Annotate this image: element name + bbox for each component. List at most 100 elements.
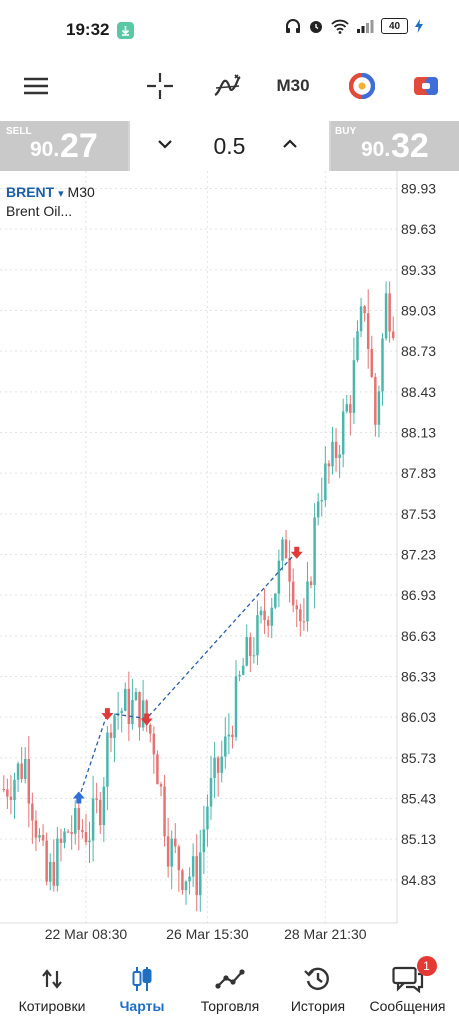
- sell-deal-arrow[interactable]: [290, 546, 303, 559]
- candle-body: [252, 655, 256, 657]
- candle-body: [170, 838, 173, 867]
- candle-body: [73, 808, 77, 834]
- candle-body: [38, 835, 41, 838]
- price-tick-label: 88.73: [401, 343, 436, 359]
- price-tick-label: 86.63: [401, 628, 436, 644]
- nav-history-label: История: [290, 998, 346, 1014]
- crosshair-button[interactable]: [138, 62, 182, 110]
- price-tick-label: 87.23: [401, 546, 436, 562]
- status-icons: 40: [285, 18, 423, 34]
- candle-body: [63, 831, 66, 843]
- candle-body: [306, 581, 309, 622]
- lot-increase-button[interactable]: [282, 137, 298, 155]
- candle-body: [41, 835, 45, 841]
- trade-panel-button[interactable]: [404, 62, 448, 110]
- candle-body: [77, 808, 81, 830]
- indicators-icon: [214, 74, 241, 97]
- candle-body: [256, 615, 259, 656]
- candle-body: [381, 338, 384, 392]
- candle-body: [59, 838, 63, 843]
- candle-body: [27, 759, 31, 804]
- candle-body: [313, 517, 316, 585]
- candle-body: [145, 700, 148, 725]
- candle-body: [98, 799, 102, 826]
- candle-body: [349, 404, 352, 413]
- sell-price-small: 90.: [30, 138, 60, 161]
- status-bar: 19:32 40: [0, 0, 459, 62]
- lot-decrease-button[interactable]: [157, 137, 173, 155]
- candle-body: [81, 829, 84, 833]
- price-tick-label: 85.13: [401, 831, 436, 847]
- menu-button[interactable]: [14, 62, 58, 110]
- chart-symbol-line[interactable]: BRENT ▾ M30: [6, 184, 95, 200]
- buy-price-big: 32: [391, 127, 429, 165]
- one-click-trading-icon: [349, 73, 375, 99]
- candle-body: [113, 715, 116, 738]
- nav-trade[interactable]: Торговля: [180, 949, 280, 1024]
- sell-deal-arrow[interactable]: [140, 713, 153, 726]
- candle-body: [127, 688, 131, 725]
- candle-body: [152, 733, 156, 755]
- sell-button[interactable]: SELL 90. 27: [0, 121, 128, 171]
- candle-body: [91, 798, 95, 841]
- lot-stepper: 0.5: [130, 121, 329, 171]
- crosshair-icon: [147, 73, 173, 99]
- nav-charts-label: Чарты: [119, 998, 165, 1014]
- indicators-button[interactable]: [205, 62, 249, 110]
- price-tick-label: 86.03: [401, 709, 436, 725]
- nav-charts[interactable]: Чарты: [104, 949, 180, 1024]
- chart-symbol[interactable]: BRENT: [6, 184, 55, 200]
- sell-deal-arrow[interactable]: [101, 708, 114, 721]
- buy-deal-arrow[interactable]: [72, 791, 85, 804]
- price-tick-label: 84.83: [401, 872, 436, 888]
- charging-icon: [415, 19, 423, 33]
- candle-body: [23, 759, 27, 779]
- price-axis: 89.93 89.63 89.33 89.03 88.73 88.43 88.13 87.83…: [401, 180, 436, 887]
- candle-body: [48, 861, 52, 882]
- candle-body: [277, 560, 281, 594]
- candles: [2, 281, 395, 912]
- candle-body: [88, 840, 91, 843]
- messages-badge: 1: [416, 956, 437, 976]
- timeframe-button[interactable]: M30: [268, 62, 318, 110]
- chart-toolbar: M30: [0, 62, 459, 120]
- buy-price-small: 90.: [361, 138, 391, 161]
- chart-timeframe: M30: [67, 184, 95, 200]
- arrows-updown-icon: [42, 969, 62, 989]
- nav-history[interactable]: История: [280, 949, 356, 1024]
- time-tick-label: 26 Mar 15:30: [166, 926, 249, 942]
- candle-body: [270, 607, 273, 626]
- buy-button[interactable]: BUY 90. 32: [331, 121, 459, 171]
- history-icon: [304, 967, 329, 990]
- chart-canvas[interactable]: 89.93 89.63 89.33 89.03 88.73 88.43 88.13 87.83…: [0, 171, 459, 949]
- candle-body: [341, 411, 345, 455]
- candle-body: [70, 832, 73, 834]
- candle-body: [302, 621, 306, 623]
- candle-body: [288, 558, 291, 582]
- time-tick-label: 22 Mar 08:30: [45, 926, 128, 942]
- candle-body: [388, 293, 391, 332]
- candle-body: [356, 331, 359, 361]
- candle-body: [177, 846, 181, 871]
- candle-body: [52, 861, 56, 886]
- chevron-down-icon: [158, 140, 172, 149]
- candle-body: [149, 724, 152, 734]
- lot-value[interactable]: 0.5: [213, 133, 246, 159]
- candle-body: [159, 784, 163, 787]
- candle-body: [181, 870, 184, 891]
- candle-body: [366, 313, 370, 349]
- candle-body: [191, 856, 195, 877]
- candle-body: [370, 348, 374, 377]
- nav-messages[interactable]: 1 Сообщения: [356, 949, 459, 1024]
- candle-body: [309, 581, 313, 585]
- price-tick-label: 85.73: [401, 750, 436, 766]
- time-tick-label: 28 Mar 21:30: [284, 926, 367, 942]
- candle-body: [224, 736, 227, 757]
- price-tick-label: 89.93: [401, 180, 436, 196]
- candle-body: [6, 789, 9, 797]
- chevron-up-icon: [283, 139, 297, 148]
- nav-quotes[interactable]: Котировки: [0, 949, 104, 1024]
- one-click-trading-button[interactable]: [340, 62, 384, 110]
- symbol-dropdown-icon[interactable]: ▾: [58, 188, 64, 200]
- price-chart[interactable]: 89.93 89.63 89.33 89.03 88.73 88.43 88.13 87.83…: [0, 171, 459, 949]
